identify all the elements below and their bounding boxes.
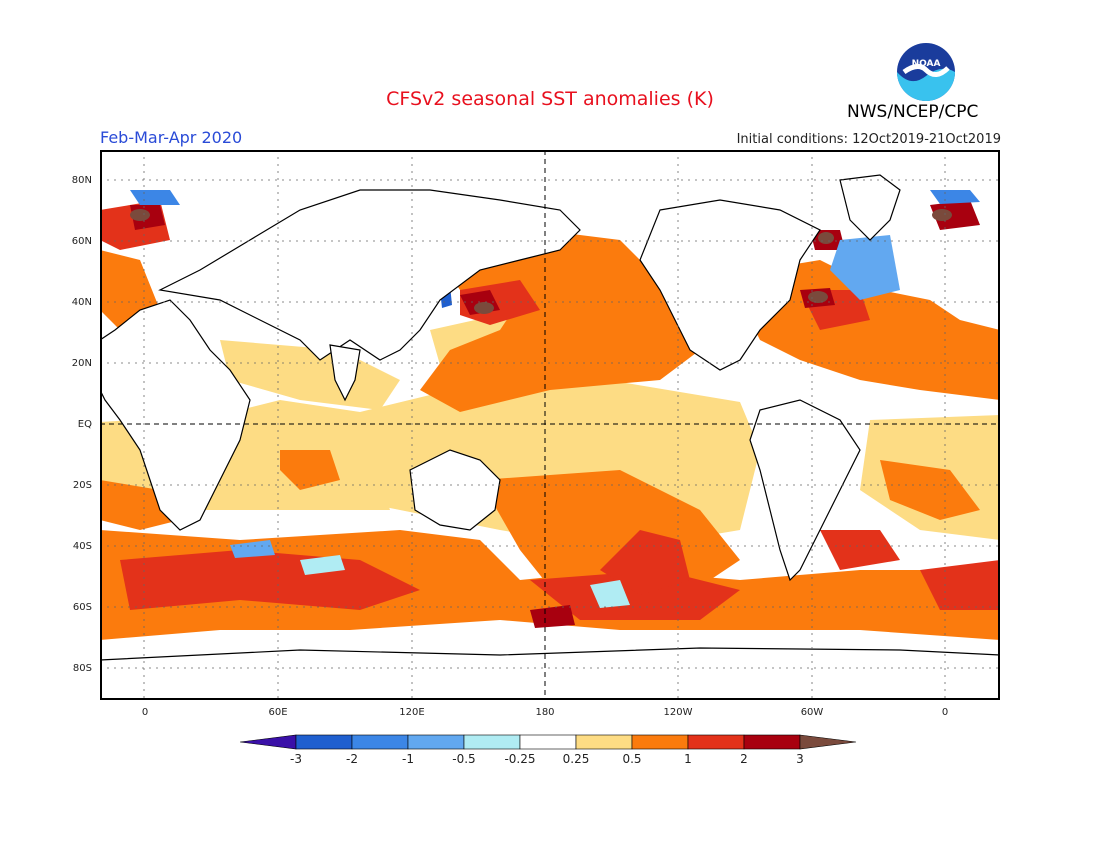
anomaly-cool bbox=[130, 190, 980, 608]
lon-label: 120E bbox=[399, 707, 425, 718]
initial-conditions: Initial conditions: 12Oct2019-21Oct2019 bbox=[736, 132, 1001, 147]
map-frame bbox=[100, 150, 1000, 700]
colorbar-label: 2 bbox=[740, 752, 748, 766]
colorbar-extend-low bbox=[240, 734, 297, 750]
map-title: CFSv2 seasonal SST anomalies (K) bbox=[386, 88, 714, 110]
colorbar-cell bbox=[351, 734, 409, 750]
colorbar-cell bbox=[743, 734, 801, 750]
lat-label: 40S bbox=[72, 541, 92, 552]
colorbar-label: -0.5 bbox=[452, 752, 476, 766]
lat-label: 20S bbox=[72, 480, 92, 491]
colorbar-label: -1 bbox=[402, 752, 414, 766]
lat-label: 80N bbox=[71, 175, 92, 186]
colorbar-label: 0.5 bbox=[622, 752, 642, 766]
lat-label: 80S bbox=[72, 663, 92, 674]
sst-anomaly-map bbox=[100, 150, 1000, 700]
colorbar-label: 3 bbox=[796, 752, 804, 766]
lon-label: 120W bbox=[663, 707, 693, 718]
colorbar-cell bbox=[575, 734, 633, 750]
colorbar bbox=[240, 734, 857, 750]
lat-label: 40N bbox=[71, 297, 92, 308]
lat-label: 20N bbox=[71, 358, 92, 369]
lat-label: 60S bbox=[72, 602, 92, 613]
lat-label: 60N bbox=[71, 236, 92, 247]
lon-label: 180 bbox=[535, 707, 555, 718]
noaa-logo: NOAA bbox=[897, 43, 955, 101]
agency-label: NWS/NCEP/CPC bbox=[847, 102, 979, 122]
svg-text:NOAA: NOAA bbox=[912, 59, 941, 69]
colorbar-cell bbox=[407, 734, 465, 750]
colorbar-label: 0.25 bbox=[562, 752, 590, 766]
colorbar-cell bbox=[519, 734, 577, 750]
lon-label: 0 bbox=[941, 707, 949, 718]
lon-label: 0 bbox=[141, 707, 149, 718]
colorbar-label: -2 bbox=[346, 752, 358, 766]
lat-label: EQ bbox=[77, 419, 92, 430]
forecast-period: Feb-Mar-Apr 2020 bbox=[100, 128, 243, 147]
colorbar-cell bbox=[295, 734, 353, 750]
colorbar-cell bbox=[463, 734, 521, 750]
graticule bbox=[100, 150, 1000, 700]
lon-label: 60E bbox=[268, 707, 288, 718]
colorbar-label: -3 bbox=[290, 752, 302, 766]
land-masses bbox=[100, 174, 1000, 700]
colorbar-cell bbox=[687, 734, 745, 750]
colorbar-label: 1 bbox=[684, 752, 692, 766]
colorbar-label: -0.25 bbox=[504, 752, 536, 766]
colorbar-extend-high bbox=[799, 734, 857, 750]
colorbar-cell bbox=[631, 734, 689, 750]
lon-label: 60W bbox=[800, 707, 824, 718]
equator-and-dateline bbox=[100, 150, 1000, 700]
